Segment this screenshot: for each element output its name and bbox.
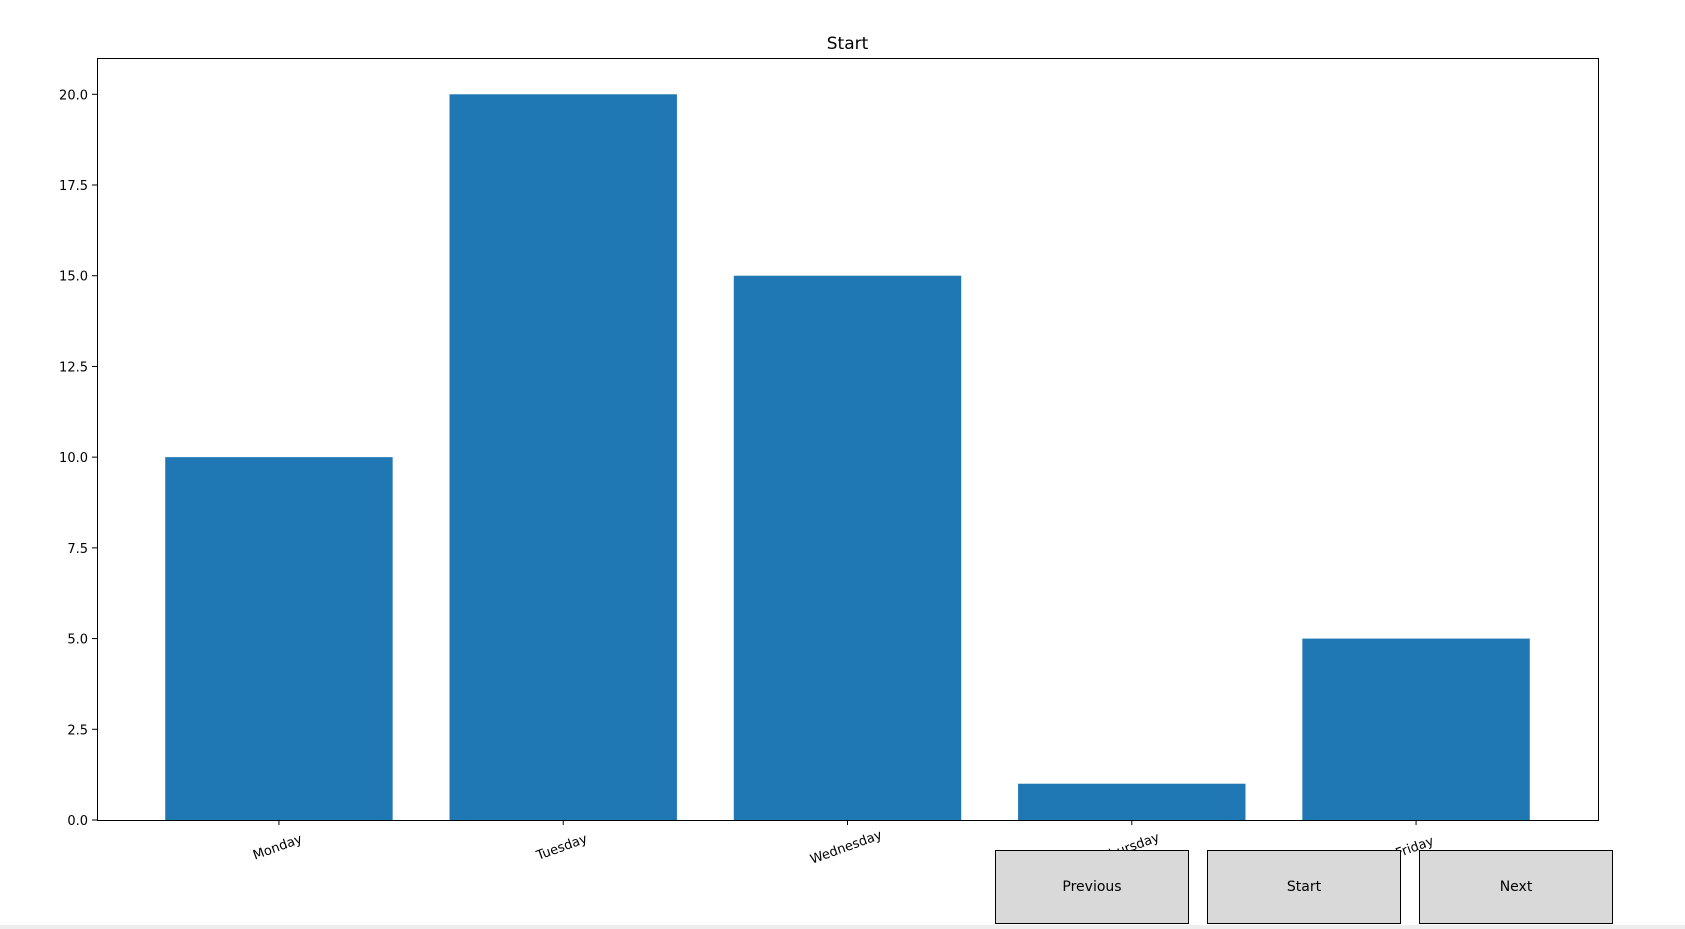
previous-button[interactable]: Previous xyxy=(995,850,1189,924)
y-tick-label: 12.5 xyxy=(59,360,88,375)
y-tick-label: 7.5 xyxy=(67,542,88,557)
bar-friday xyxy=(1302,638,1530,820)
y-tick-label: 5.0 xyxy=(67,633,88,648)
y-tick-label: 10.0 xyxy=(59,451,88,466)
x-tick-label: Tuesday xyxy=(534,832,590,865)
y-tick-label: 0.0 xyxy=(67,814,88,829)
y-axis: 0.0 2.5 5.0 7.5 10.0 12.5 15.0 17.5 20.0 xyxy=(59,88,97,829)
chart-title: Start xyxy=(827,34,869,54)
status-strip xyxy=(0,925,1685,929)
y-tick-label: 20.0 xyxy=(59,88,88,103)
bars-layer xyxy=(165,94,1530,821)
next-button[interactable]: Next xyxy=(1419,850,1613,924)
x-tick-label: Wednesday xyxy=(808,828,884,868)
y-tick-label: 17.5 xyxy=(59,179,88,194)
bar-wednesday xyxy=(733,275,962,820)
y-tick-label: 2.5 xyxy=(67,723,88,738)
bar-thursday xyxy=(1018,783,1246,820)
bar-tuesday xyxy=(449,94,677,821)
y-tick-label: 15.0 xyxy=(59,270,88,285)
start-button[interactable]: Start xyxy=(1207,850,1401,924)
bar-monday xyxy=(165,457,393,820)
x-tick-label: Monday xyxy=(251,832,305,864)
